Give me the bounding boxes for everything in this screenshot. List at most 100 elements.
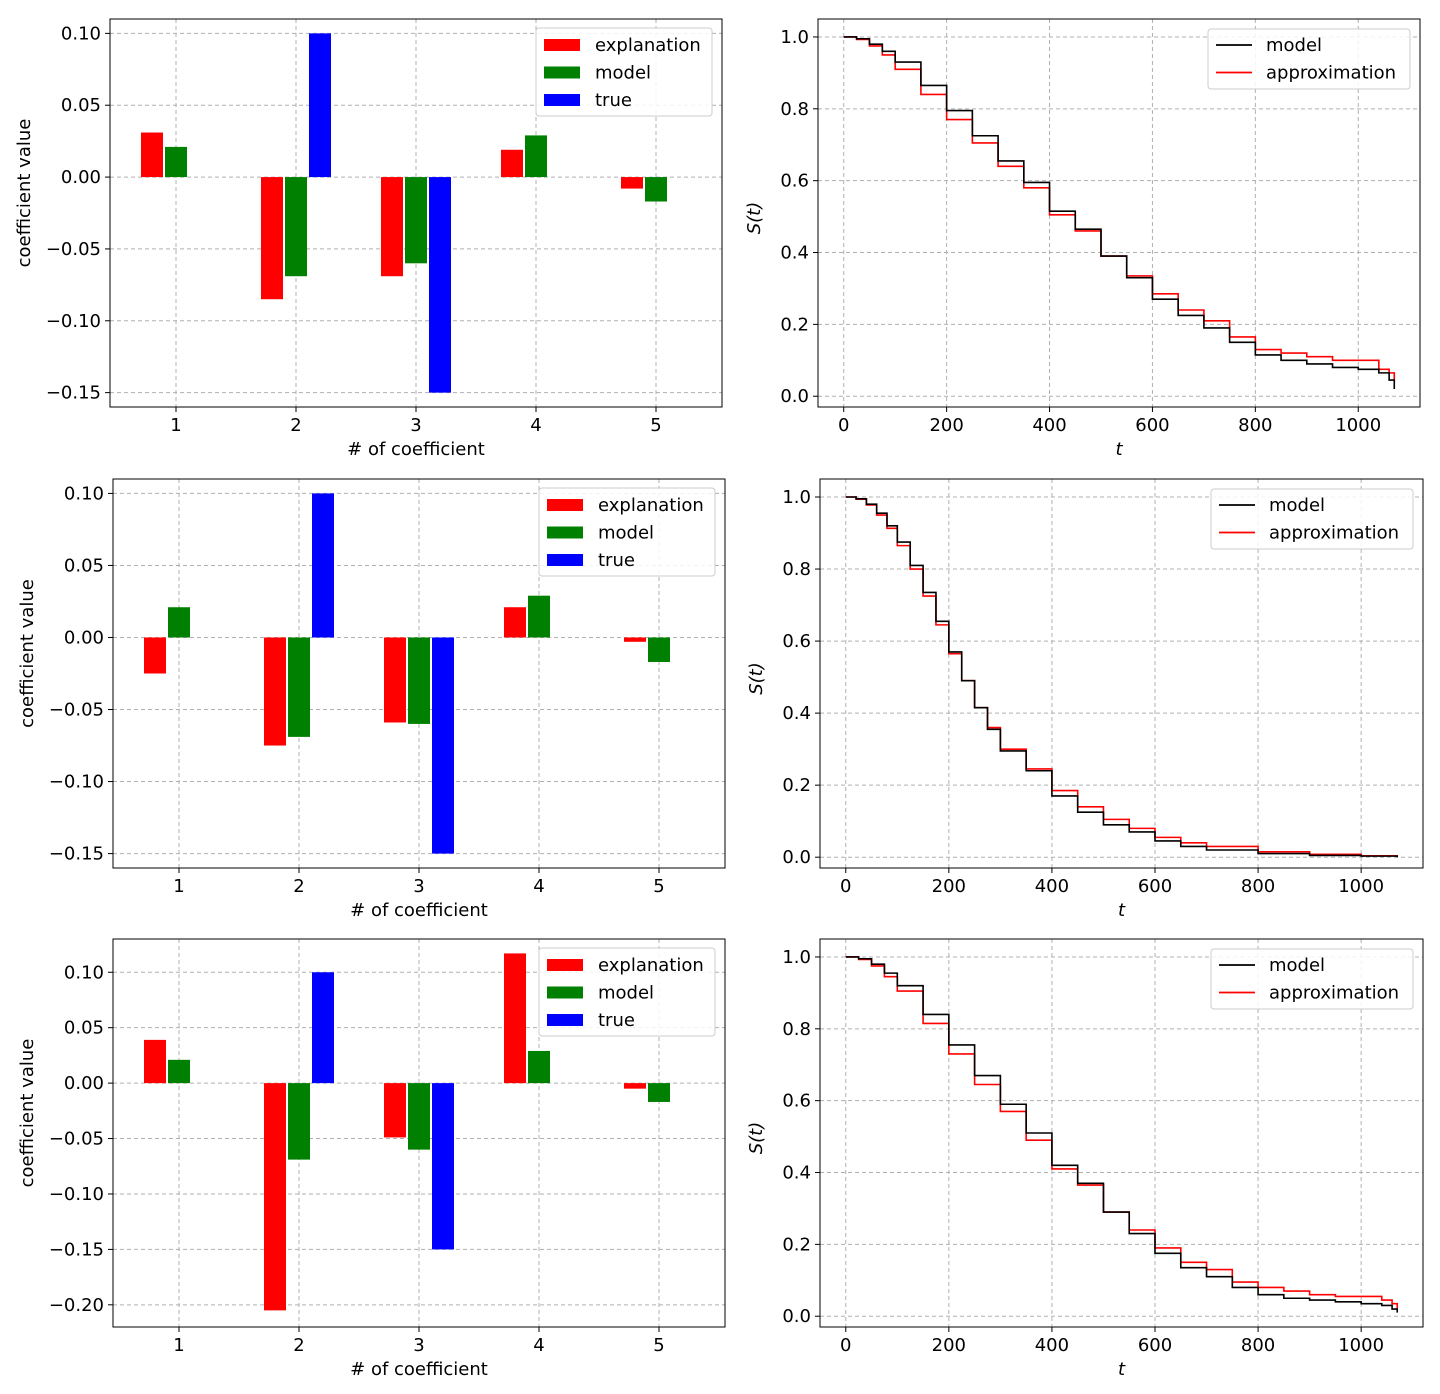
xtick-label: 800 [1238, 415, 1272, 436]
bar [621, 177, 643, 189]
ytick-label: 0.8 [780, 99, 809, 120]
series-explanation [144, 953, 646, 1311]
xtick-label: 200 [932, 876, 966, 897]
legend: explanation model true [538, 487, 716, 577]
legend-swatch-true [544, 94, 580, 106]
ytick-label: 1.0 [782, 947, 811, 968]
legend-label-model: model [1266, 35, 1322, 56]
ytick-label: −0.15 [49, 844, 104, 865]
bar [144, 1039, 166, 1084]
ytick-label: −0.10 [49, 772, 104, 793]
bar [264, 1083, 286, 1311]
chart-panel-2: 0 200 400 600 800 1000 0.0 0.2 0.4 0.6 0.8 1.0 t S(t)… [744, 18, 1421, 460]
legend-label-model: model [1269, 955, 1325, 976]
chart-panel-5: 1 2 3 4 5 0.10 0.05 0.00 −0.05 −0.10 −0.15 −0.20 # o… [17, 938, 726, 1380]
legend-frame [1207, 28, 1411, 90]
xtick-label: 400 [1035, 876, 1069, 897]
legend-label-model: model [595, 63, 651, 84]
bar [528, 1050, 550, 1084]
bar [408, 1083, 430, 1150]
bar [648, 1083, 670, 1102]
xtick-label: 1 [170, 415, 181, 436]
bar [501, 149, 523, 178]
y-axis-label: S(t) [746, 662, 767, 695]
ytick-label: 0.05 [61, 95, 101, 116]
legend-label-explanation: explanation [598, 955, 704, 976]
chart-panel-6: 0 200 400 600 800 1000 0.0 0.2 0.4 0.6 0.8 1.0 t S(t)… [746, 938, 1424, 1380]
legend: model approximation [1210, 488, 1414, 550]
xtick-label: 2 [290, 415, 301, 436]
legend: explanation model true [538, 947, 716, 1037]
xtick-label: 4 [530, 415, 541, 436]
bar [285, 177, 307, 277]
xtick-label: 2 [293, 1335, 304, 1356]
ytick-label: −0.05 [49, 1129, 104, 1150]
xtick-label: 5 [653, 1335, 664, 1356]
legend-label-model: model [598, 523, 654, 544]
bar [168, 1059, 190, 1084]
legend-swatch-model [544, 66, 580, 79]
legend-label-approximation: approximation [1269, 523, 1399, 544]
ytick-label: 0.4 [780, 243, 809, 264]
bar [504, 953, 526, 1084]
ytick-label: 0.10 [61, 23, 101, 44]
legend: explanation model true [535, 27, 713, 117]
plot-frame [819, 478, 1424, 869]
ytick-label: 0.2 [780, 314, 809, 335]
xtick-label: 1000 [1335, 415, 1381, 436]
xtick-label: 1000 [1338, 876, 1384, 897]
xtick-label: 1 [173, 1335, 184, 1356]
legend-swatch-true [547, 554, 583, 566]
bar [264, 637, 286, 746]
y-axis-label: coefficient value [14, 119, 35, 268]
bar [165, 146, 187, 178]
xtick-label: 400 [1035, 1335, 1069, 1356]
x-axis-label: t [1118, 1359, 1126, 1380]
gridlines [818, 19, 1420, 407]
legend-label-approximation: approximation [1266, 63, 1396, 84]
legend-swatch-explanation [547, 499, 583, 511]
ytick-label: 0.6 [782, 1091, 811, 1112]
xtick-label: 2 [293, 876, 304, 897]
xtick-label: 5 [653, 876, 664, 897]
series-explanation [144, 607, 646, 746]
xtick-label: 0 [840, 1335, 851, 1356]
y-axis-label: S(t) [744, 202, 765, 235]
bar [408, 637, 430, 724]
bar [432, 637, 454, 854]
bar [525, 135, 547, 178]
series-true [312, 972, 454, 1250]
xtick-label: 3 [410, 415, 421, 436]
plot-frame [817, 18, 1421, 408]
x-axis-label: t [1118, 900, 1126, 921]
xtick-label: 4 [533, 876, 544, 897]
bar [168, 607, 190, 638]
legend-label-model: model [1269, 495, 1325, 516]
bar [312, 493, 334, 638]
ytick-label: −0.05 [46, 239, 101, 260]
series-line-model [845, 496, 1399, 858]
series-model [168, 1050, 670, 1160]
bar [261, 177, 283, 300]
legend-label-true: true [598, 1010, 635, 1031]
legend-swatch-explanation [547, 959, 583, 971]
legend-swatch-true [547, 1014, 583, 1026]
ytick-label: 0.00 [64, 1073, 104, 1094]
ytick-label: 0.6 [782, 631, 811, 652]
gridlines [820, 939, 1423, 1327]
xtick-label: 3 [413, 876, 424, 897]
ytick-label: 0.10 [64, 962, 104, 983]
plot-frame [819, 938, 1424, 1328]
ytick-label: 0.4 [782, 1163, 811, 1184]
bar [528, 595, 550, 638]
xtick-label: 600 [1138, 876, 1172, 897]
xtick-label: 3 [413, 1335, 424, 1356]
xtick-label: 800 [1241, 876, 1275, 897]
series-true [309, 33, 451, 393]
series-explanation [141, 132, 643, 300]
xtick-label: 0 [840, 876, 851, 897]
bar [144, 637, 166, 674]
ytick-label: −0.05 [49, 700, 104, 721]
ytick-label: 0.05 [64, 555, 104, 576]
legend-label-approximation: approximation [1269, 983, 1399, 1004]
